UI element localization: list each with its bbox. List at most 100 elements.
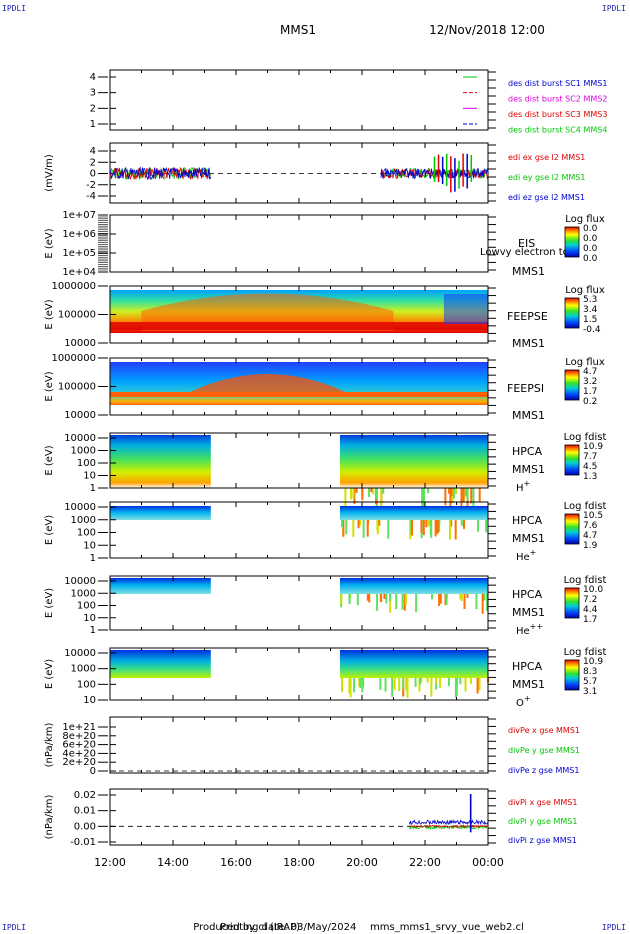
panel-hpca-o-speckle bbox=[464, 678, 467, 692]
panel-hpca-he2-colorbar bbox=[564, 587, 580, 619]
panel-des-dist-legend-item: des dist burst SC4 MMS4 bbox=[508, 126, 607, 135]
panel-hpca-h-speckle bbox=[450, 488, 453, 497]
panel-feepse-cbar-tick: 5.3 bbox=[583, 295, 597, 305]
panel-edi-e-legend-item: edi ey gse l2 MMS1 bbox=[508, 173, 586, 182]
panel-feepsi-cbar-title: Log flux bbox=[565, 357, 605, 368]
panel-hpca-he2-speckle bbox=[463, 594, 466, 609]
panel-hpca-he2-speckle bbox=[483, 594, 486, 601]
panel-hpca-he-speckle bbox=[362, 520, 365, 538]
panel-hpca-he2-speckle bbox=[401, 594, 404, 610]
panel-hpca-he-speckle bbox=[463, 520, 466, 529]
panel-feepse-colorbar bbox=[564, 297, 580, 329]
panel-hpca-h-speckle bbox=[355, 488, 358, 494]
panel-hpca-he2-speckle bbox=[444, 594, 447, 606]
panel-hpca-h-speckle bbox=[464, 488, 467, 497]
panel-hpca-he-speckle bbox=[427, 520, 430, 527]
panel-hpca-o-cbar-tick: 5.7 bbox=[583, 677, 597, 687]
panel-edi-e-ytick-label: -2 bbox=[86, 180, 96, 191]
panel-eis-cbar-tick: 0.0 bbox=[583, 244, 598, 254]
panel-divpe-legend-item: divPe y gse MMS1 bbox=[508, 746, 580, 755]
panel-hpca-o-cbar-tick: 8.3 bbox=[583, 667, 597, 677]
panel-hpca-h-cbar-tick: 10.9 bbox=[583, 442, 603, 452]
panel-hpca-h-speckle bbox=[451, 488, 454, 504]
panel-hpca-o-speckle bbox=[405, 678, 408, 691]
panel-hpca-he2-speckle bbox=[439, 594, 442, 604]
panel-eis-colorbar bbox=[564, 226, 580, 258]
panel-hpca-he2-cbar-tick: 1.7 bbox=[583, 615, 597, 625]
panel-edi-e-legend-item: edi ex gse l2 MMS1 bbox=[508, 153, 585, 162]
panel-divpe-ytick-label: 1e+21 bbox=[62, 722, 96, 733]
panel-hpca-he2-heatmap bbox=[110, 578, 489, 614]
panel-hpca-h-speckle bbox=[380, 488, 383, 507]
panel-hpca-o-speckle bbox=[419, 678, 422, 685]
panel-divpi-ylabel: (nPa/km) bbox=[44, 795, 55, 840]
x-tick-label: 18:00 bbox=[283, 856, 315, 869]
panel-hpca-h-cbar-tick: 4.5 bbox=[583, 462, 597, 472]
panel-hpca-h-heatmap-left bbox=[110, 435, 211, 488]
panel-hpca-o-speckle bbox=[476, 678, 479, 694]
panel-hpca-o-speckle bbox=[379, 678, 382, 690]
panel-hpca-h-speckle bbox=[422, 488, 425, 508]
panel-hpca-he2-speckle bbox=[459, 594, 462, 600]
panel-hpca-he-speckle bbox=[422, 520, 425, 536]
panel-hpca-h-speckle bbox=[368, 488, 371, 498]
panel-hpca-h-speckle bbox=[361, 488, 364, 501]
panel-hpca-o-speckle bbox=[447, 678, 450, 687]
panel-hpca-h-speckle bbox=[470, 488, 473, 504]
panel-divpe-ylabel: (nPa/km) bbox=[44, 723, 55, 768]
corner-label-tr: IPDLI bbox=[601, 4, 626, 13]
x-tick-label: 16:00 bbox=[220, 856, 252, 869]
panel-hpca-he-speckle bbox=[366, 520, 369, 537]
panel-divpe-ytick-label: 0 bbox=[90, 766, 96, 777]
panel-hpca-o-speckle bbox=[398, 678, 401, 692]
panel-eis-cbar-tick: 0.0 bbox=[583, 224, 598, 234]
panel-hpca-he-ytick-label: 10 bbox=[83, 540, 96, 551]
panel-hpca-h-label2: MMS1 bbox=[512, 463, 545, 476]
panel-hpca-he2-ytick-label: 10 bbox=[83, 613, 96, 624]
panel-feepsi-ytick-label: 1000000 bbox=[51, 353, 96, 364]
footer-printing: Printing date: 03/May/2024 bbox=[220, 922, 356, 933]
panel-hpca-he-speckle bbox=[378, 520, 381, 526]
panel-divpe-ytick-label: 2e+20 bbox=[62, 757, 96, 768]
panel-edi-e-series-group bbox=[109, 153, 489, 193]
panel-hpca-o-speckle bbox=[359, 678, 362, 689]
panel-hpca-h-ytick-label: 1000 bbox=[71, 446, 96, 457]
panel-hpca-he2-speckle bbox=[383, 594, 386, 600]
panel-des-dist-ytick-label: 3 bbox=[90, 88, 96, 99]
panel-edi-e-ytick-label: 0 bbox=[90, 169, 96, 180]
panel-feepsi-heatmap bbox=[110, 362, 488, 405]
panel-hpca-h-speckle bbox=[421, 488, 424, 507]
panel-hpca-he-speckle bbox=[387, 520, 390, 539]
panel-hpca-he-speckle bbox=[450, 520, 453, 527]
panel-feepse-ytick-label: 1000000 bbox=[51, 281, 96, 292]
panel-feepsi-cbar-tick: 0.2 bbox=[583, 397, 597, 407]
panel-des-dist-frame bbox=[109, 69, 489, 131]
panel-hpca-he2-speckle bbox=[368, 594, 371, 603]
panel-des-dist-legend-item: des dist burst SC2 MMS2 bbox=[508, 95, 607, 104]
panel-edi-e-legend-item: edi ez gse l2 MMS1 bbox=[508, 193, 585, 202]
panel-hpca-he-cbar-tick: 1.9 bbox=[583, 541, 598, 551]
panel-hpca-he-label2: MMS1 bbox=[512, 532, 545, 545]
panel-divpi-trace-x bbox=[408, 824, 488, 829]
panel-divpi-ytick-label: -0.01 bbox=[70, 837, 96, 848]
panel-hpca-h-cbar-tick: 7.7 bbox=[583, 452, 597, 462]
panel-hpca-o-speckle bbox=[434, 678, 437, 684]
panel-hpca-o-speckle bbox=[353, 678, 356, 693]
panel-eis-cbar-tick: 0.0 bbox=[583, 254, 598, 264]
panel-eis-frame bbox=[109, 214, 489, 273]
panel-hpca-h-species-sup: + bbox=[524, 479, 531, 488]
panel-feepse-late-region bbox=[443, 294, 488, 324]
panel-hpca-he2-label2: MMS1 bbox=[512, 606, 545, 619]
panel-divpe-ytick-label: 4e+20 bbox=[62, 748, 96, 759]
corner-label-tl: IPDLI bbox=[2, 4, 27, 13]
panel-hpca-h-speckle bbox=[460, 488, 463, 507]
panel-hpca-he2-speckle bbox=[481, 594, 484, 614]
panel-hpca-he-heatmap bbox=[110, 506, 488, 540]
panel-hpca-h-speckle bbox=[452, 488, 455, 499]
panel-eis-ytick-label: 1e+05 bbox=[62, 248, 96, 259]
panel-hpca-he2-cbar-title: Log fdist bbox=[564, 575, 607, 586]
x-tick-label: 00:00 bbox=[472, 856, 504, 869]
header-spacecraft: MMS1 bbox=[280, 23, 316, 37]
panel-feepse-heatmap bbox=[110, 290, 488, 333]
panel-hpca-he-heatmap-right bbox=[339, 506, 488, 520]
